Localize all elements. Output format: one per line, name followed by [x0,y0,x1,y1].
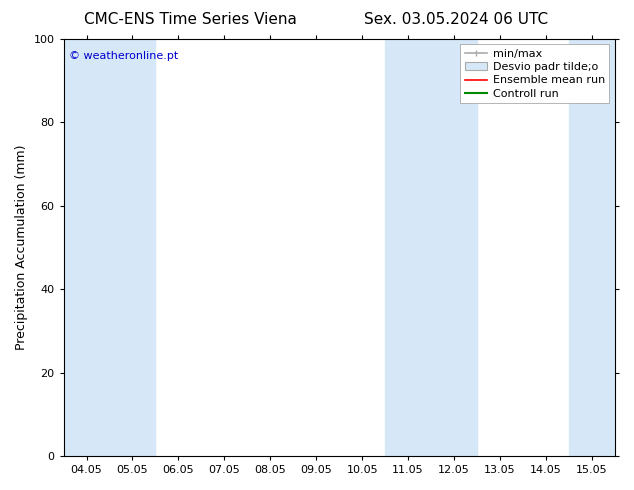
Legend: min/max, Desvio padr tilde;o, Ensemble mean run, Controll run: min/max, Desvio padr tilde;o, Ensemble m… [460,44,609,103]
Text: Sex. 03.05.2024 06 UTC: Sex. 03.05.2024 06 UTC [365,12,548,27]
Y-axis label: Precipitation Accumulation (mm): Precipitation Accumulation (mm) [15,145,28,350]
Bar [63,39,155,456]
Text: CMC-ENS Time Series Viena: CMC-ENS Time Series Viena [84,12,297,27]
Bar [385,39,477,456]
Text: © weatheronline.pt: © weatheronline.pt [69,51,178,61]
Bar [569,39,615,456]
